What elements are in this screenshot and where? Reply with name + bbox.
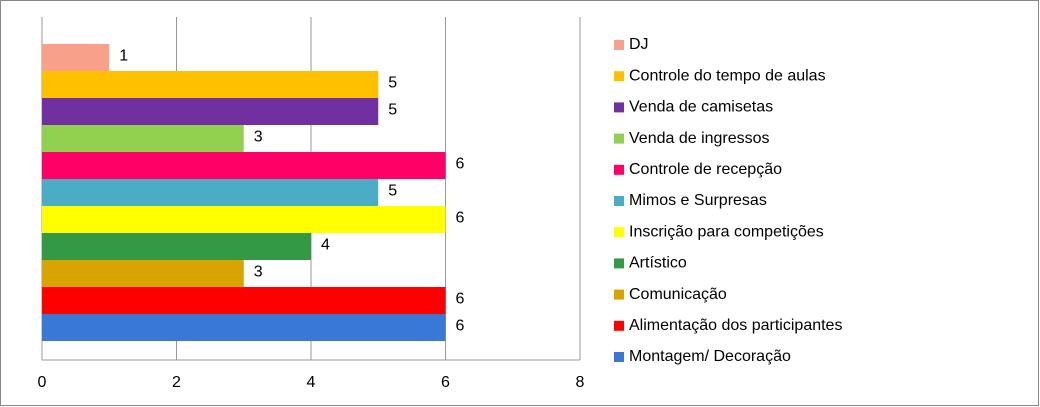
data-label: 6 <box>456 210 465 227</box>
bar <box>42 44 110 71</box>
data-label: 5 <box>388 75 397 92</box>
legend-label: Alimentação dos participantes <box>629 317 842 334</box>
legend-label: Mimos e Surpresas <box>629 192 767 209</box>
data-label: 6 <box>456 291 465 308</box>
x-tick-label: 6 <box>441 374 450 391</box>
legend-swatch <box>614 40 624 50</box>
bar <box>42 125 244 152</box>
legend-swatch <box>614 352 624 362</box>
legend-swatch <box>614 227 624 238</box>
x-tick-label: 4 <box>307 374 316 391</box>
data-label: 6 <box>456 318 465 335</box>
legend-label: Controle do tempo de aulas <box>629 67 826 84</box>
legend-label: Venda de camisetas <box>629 99 773 116</box>
data-label: 5 <box>388 102 397 119</box>
bar <box>42 287 446 314</box>
bar <box>42 98 379 125</box>
data-label: 3 <box>254 129 263 146</box>
data-label: 1 <box>119 48 128 65</box>
data-label: 5 <box>388 183 397 200</box>
data-label: 3 <box>254 264 263 281</box>
data-label: 4 <box>321 237 330 254</box>
legend-label: Controle de recepção <box>629 161 782 178</box>
bar <box>42 152 446 179</box>
x-tick-label: 8 <box>576 374 585 391</box>
bar <box>42 71 379 98</box>
legend-label: DJ <box>629 36 649 53</box>
legend-label: Artístico <box>629 255 687 272</box>
bar <box>42 179 379 206</box>
legend-label: Montagem/ Decoração <box>629 348 791 365</box>
data-label: 6 <box>456 156 465 173</box>
bar <box>42 206 446 233</box>
bar <box>42 314 446 341</box>
x-tick-label: 2 <box>172 374 181 391</box>
legend-swatch <box>614 133 624 144</box>
legend-swatch <box>614 196 624 206</box>
legend-swatch <box>614 102 624 113</box>
legend-swatch <box>614 289 624 300</box>
legend-swatch <box>614 71 624 82</box>
legend-label: Venda de ingressos <box>629 130 770 147</box>
bar <box>42 260 244 287</box>
legend-swatch <box>614 164 624 175</box>
bar <box>42 233 311 260</box>
legend-swatch <box>614 258 624 269</box>
legend-label: Comunicação <box>629 286 727 303</box>
legend-label: Inscrição para competições <box>629 223 824 240</box>
legend-swatch <box>614 320 624 331</box>
x-tick-label: 0 <box>38 374 47 391</box>
